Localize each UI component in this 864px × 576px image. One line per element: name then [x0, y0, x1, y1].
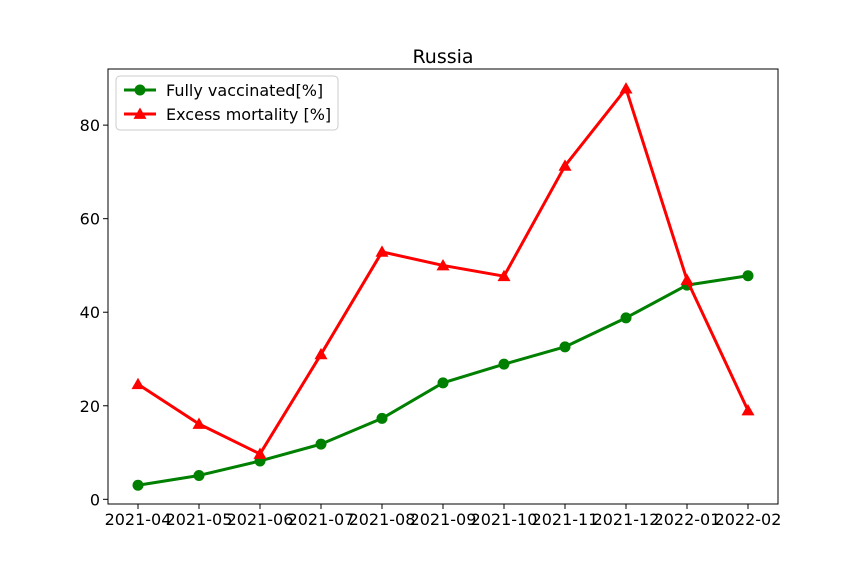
data-point: [620, 312, 632, 324]
x-tick-label: 2021-11: [532, 510, 599, 529]
data-point: [498, 358, 510, 370]
x-tick-label: 2021-10: [471, 510, 538, 529]
legend-box: [115, 75, 339, 131]
legend-label: Excess mortality [%]: [166, 105, 331, 124]
data-point: [680, 273, 694, 285]
data-point: [558, 159, 572, 171]
data-point: [315, 438, 327, 450]
data-point: [559, 341, 571, 353]
y-tick-label: 0: [90, 490, 100, 509]
x-tick-label: 2021-12: [593, 510, 660, 529]
x-tick-label: 2021-09: [410, 510, 477, 529]
series-fully-vaccinated: [132, 270, 754, 491]
data-point: [497, 269, 511, 282]
legend: Fully vaccinated[%] Excess mortality [%]: [115, 75, 339, 131]
legend-marker: [133, 107, 147, 119]
series-layer: [131, 82, 755, 491]
x-tick-label: 2021-06: [227, 510, 294, 529]
y-tick-label: 20: [80, 397, 100, 416]
data-point: [619, 82, 633, 94]
data-point: [376, 412, 388, 424]
x-tick-label: 2021-04: [105, 510, 172, 529]
legend-entry: Fully vaccinated[%]: [124, 81, 323, 100]
data-point: [742, 270, 754, 282]
x-tick-label: 2021-08: [349, 510, 416, 529]
y-tick-label: 80: [80, 116, 100, 135]
legend-entry: Excess mortality [%]: [124, 105, 331, 124]
data-point: [253, 447, 267, 459]
legend-marker: [134, 84, 146, 96]
chart-title: Russia: [412, 46, 473, 68]
data-point: [314, 347, 328, 360]
data-point: [192, 417, 206, 429]
x-tick-label: 2022-01: [654, 510, 721, 529]
data-point: [437, 377, 449, 389]
data-point: [132, 479, 144, 491]
legend-label: Fully vaccinated[%]: [166, 81, 323, 100]
data-point: [131, 377, 145, 390]
data-point: [193, 469, 205, 481]
x-tick-label: 2021-05: [166, 510, 233, 529]
y-axis: 0 20 40 60 80: [80, 116, 108, 509]
x-tick-label: 2021-07: [288, 510, 355, 529]
data-point: [436, 258, 450, 271]
data-point: [741, 403, 755, 416]
y-tick-label: 60: [80, 210, 100, 229]
series-excess-mortality: [131, 82, 755, 459]
data-point: [375, 245, 389, 257]
x-tick-label: 2022-02: [715, 510, 782, 529]
x-axis: 2021-042021-052021-062021-072021-082021-…: [105, 504, 782, 529]
y-tick-label: 40: [80, 303, 100, 322]
